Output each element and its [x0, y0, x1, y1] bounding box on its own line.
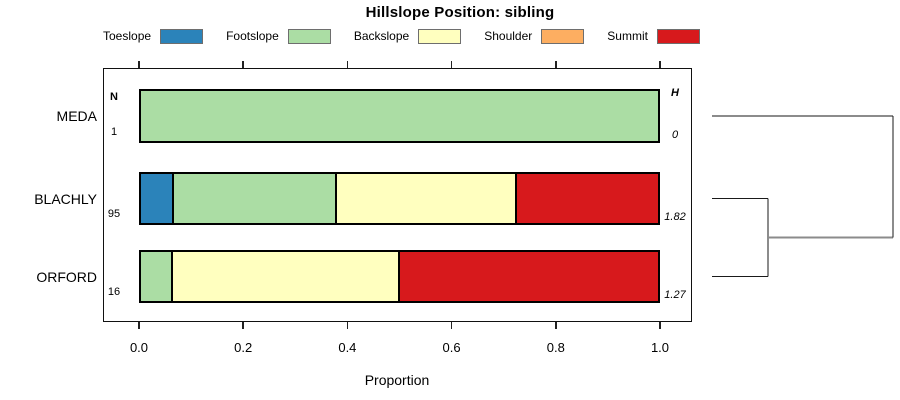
legend-label: Shoulder	[484, 29, 533, 43]
legend-swatch-shoulder	[541, 28, 585, 44]
legend-label: Summit	[607, 29, 648, 43]
legend: Toeslope Footslope Backslope Shoulder Summit	[103, 27, 700, 45]
legend-item-summit: Summit	[607, 28, 700, 44]
x-axis-title: Proportion	[364, 372, 430, 388]
x-tick-bottom	[242, 322, 244, 329]
x-tick-top	[346, 61, 349, 68]
h-value-blachly: 1.82	[664, 211, 686, 223]
legend-item-backslope: Backslope	[353, 28, 462, 44]
legend-swatch-toeslope	[160, 28, 204, 44]
n-value-blachly: 95	[107, 208, 121, 220]
x-tick-top	[555, 61, 557, 68]
h-value-orford: 1.27	[664, 289, 686, 301]
bar-segment-footslope	[141, 91, 658, 141]
x-tick-bottom	[138, 322, 140, 329]
n-column-header: N	[110, 91, 118, 103]
bar-segment-toeslope	[141, 174, 174, 223]
h-column-header: H	[671, 87, 679, 99]
legend-swatch-footslope	[287, 28, 331, 44]
x-tick-label: 0.8	[546, 340, 565, 355]
x-tick-top	[659, 61, 661, 68]
n-value-meda: 1	[110, 126, 118, 138]
x-tick-label: 0.2	[234, 340, 253, 355]
x-tick-top	[242, 61, 244, 68]
legend-item-shoulder: Shoulder	[484, 28, 585, 44]
legend-label: Footslope	[226, 29, 279, 43]
row-label-blachly: BLACHLY	[34, 190, 97, 207]
x-tick-label: 0.6	[442, 340, 461, 355]
x-tick-bottom	[450, 322, 453, 329]
legend-item-footslope: Footslope	[226, 28, 331, 44]
legend-label: Backslope	[353, 29, 410, 43]
stacked-bar-blachly	[139, 172, 660, 225]
bar-segment-summit	[516, 174, 659, 223]
x-tick-label: 1.0	[650, 340, 670, 355]
bar-segment-backslope	[173, 252, 400, 301]
stacked-bar-meda	[139, 89, 660, 143]
x-tick-top	[450, 61, 453, 68]
chart-title: Hillslope Position: sibling	[365, 4, 555, 21]
bar-segment-footslope	[173, 174, 337, 223]
legend-label: Toeslope	[103, 29, 152, 43]
n-value-orford: 16	[107, 286, 121, 298]
x-tick-bottom	[659, 322, 661, 329]
x-tick-label: 0.0	[129, 340, 149, 355]
row-label-orford: ORFORD	[36, 268, 97, 285]
x-tick-label: 0.4	[338, 340, 357, 355]
x-tick-bottom	[346, 322, 349, 329]
bar-segment-backslope	[336, 174, 517, 223]
h-value-meda: 0	[671, 129, 679, 141]
bar-segment-footslope	[141, 252, 174, 301]
bar-segment-summit	[399, 252, 658, 301]
stacked-bar-orford	[139, 250, 660, 303]
row-label-meda: MEDA	[56, 108, 97, 124]
legend-swatch-summit	[656, 28, 700, 44]
x-tick-top	[138, 61, 140, 68]
x-tick-bottom	[555, 322, 557, 329]
legend-swatch-backslope	[418, 28, 462, 44]
legend-item-toeslope: Toeslope	[103, 28, 204, 44]
